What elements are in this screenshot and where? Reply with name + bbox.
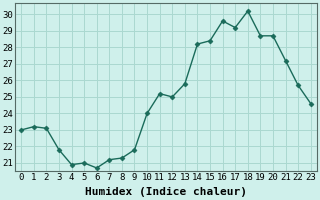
X-axis label: Humidex (Indice chaleur): Humidex (Indice chaleur) — [85, 187, 247, 197]
